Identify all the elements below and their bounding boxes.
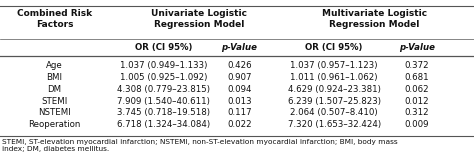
Text: p-Value: p-Value xyxy=(221,43,257,52)
Text: 0.094: 0.094 xyxy=(227,85,252,94)
Text: 1.005 (0.925–1.092): 1.005 (0.925–1.092) xyxy=(120,73,207,82)
Text: 1.037 (0.957–1.123): 1.037 (0.957–1.123) xyxy=(291,61,378,70)
Text: 0.372: 0.372 xyxy=(405,61,429,70)
Text: 2.064 (0.507–8.410): 2.064 (0.507–8.410) xyxy=(291,108,378,117)
Text: 1.037 (0.949–1.133): 1.037 (0.949–1.133) xyxy=(120,61,207,70)
Text: Multivariate Logistic
Regression Model: Multivariate Logistic Regression Model xyxy=(322,9,427,29)
Text: 4.308 (0.779–23.815): 4.308 (0.779–23.815) xyxy=(117,85,210,94)
Text: 0.013: 0.013 xyxy=(227,97,252,105)
Text: 0.022: 0.022 xyxy=(227,120,252,129)
Text: STEMI, ST-elevation myocardial infarction; NSTEMI, non-ST-elevation myocardial i: STEMI, ST-elevation myocardial infarctio… xyxy=(2,139,398,152)
Text: Reoperation: Reoperation xyxy=(28,120,81,129)
Text: DM: DM xyxy=(47,85,62,94)
Text: 0.426: 0.426 xyxy=(227,61,252,70)
Text: BMI: BMI xyxy=(46,73,63,82)
Text: 4.629 (0.924–23.381): 4.629 (0.924–23.381) xyxy=(288,85,381,94)
Text: OR (CI 95%): OR (CI 95%) xyxy=(135,43,192,52)
Text: 0.312: 0.312 xyxy=(405,108,429,117)
Text: 0.117: 0.117 xyxy=(227,108,252,117)
Text: Combined Risk
Factors: Combined Risk Factors xyxy=(17,9,92,29)
Text: 0.009: 0.009 xyxy=(405,120,429,129)
Text: STEMI: STEMI xyxy=(41,97,68,105)
Text: 7.909 (1.540–40.611): 7.909 (1.540–40.611) xyxy=(117,97,210,105)
Text: Univariate Logistic
Regression Model: Univariate Logistic Regression Model xyxy=(151,9,247,29)
Text: 6.239 (1.507–25.823): 6.239 (1.507–25.823) xyxy=(288,97,381,105)
Text: 1.011 (0.961–1.062): 1.011 (0.961–1.062) xyxy=(291,73,378,82)
Text: 7.320 (1.653–32.424): 7.320 (1.653–32.424) xyxy=(288,120,381,129)
Text: Age: Age xyxy=(46,61,63,70)
Text: 0.907: 0.907 xyxy=(227,73,252,82)
Text: 0.062: 0.062 xyxy=(405,85,429,94)
Text: NSTEMI: NSTEMI xyxy=(38,108,71,117)
Text: 3.745 (0.718–19.518): 3.745 (0.718–19.518) xyxy=(117,108,210,117)
Text: 0.681: 0.681 xyxy=(405,73,429,82)
Text: 0.012: 0.012 xyxy=(405,97,429,105)
Text: 6.718 (1.324–34.084): 6.718 (1.324–34.084) xyxy=(117,120,210,129)
Text: OR (CI 95%): OR (CI 95%) xyxy=(305,43,363,52)
Text: p-Value: p-Value xyxy=(399,43,435,52)
